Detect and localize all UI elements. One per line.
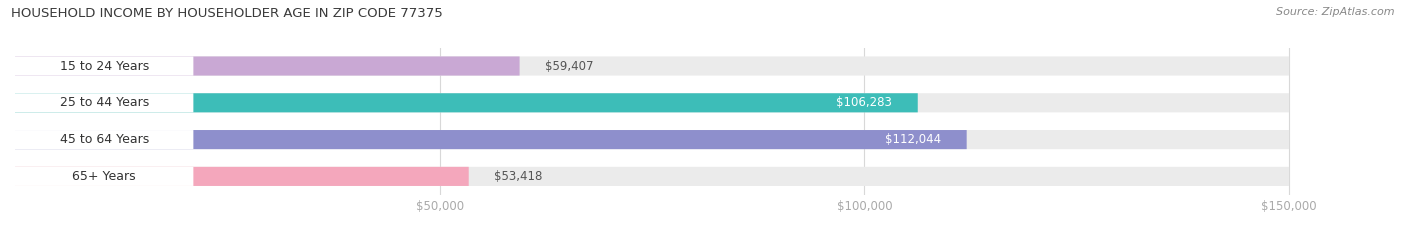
- FancyBboxPatch shape: [15, 167, 468, 186]
- FancyBboxPatch shape: [15, 130, 1289, 149]
- Text: 25 to 44 Years: 25 to 44 Years: [59, 96, 149, 109]
- Text: $112,044: $112,044: [884, 133, 941, 146]
- Text: 65+ Years: 65+ Years: [72, 170, 136, 183]
- FancyBboxPatch shape: [15, 56, 194, 75]
- Text: $106,283: $106,283: [837, 96, 893, 109]
- FancyBboxPatch shape: [15, 93, 1289, 112]
- FancyBboxPatch shape: [15, 56, 520, 75]
- FancyBboxPatch shape: [15, 167, 194, 186]
- FancyBboxPatch shape: [15, 130, 194, 149]
- FancyBboxPatch shape: [15, 93, 918, 112]
- Text: $53,418: $53,418: [494, 170, 543, 183]
- Text: HOUSEHOLD INCOME BY HOUSEHOLDER AGE IN ZIP CODE 77375: HOUSEHOLD INCOME BY HOUSEHOLDER AGE IN Z…: [11, 7, 443, 20]
- Text: $59,407: $59,407: [546, 59, 593, 72]
- FancyBboxPatch shape: [15, 130, 967, 149]
- Text: 15 to 24 Years: 15 to 24 Years: [59, 59, 149, 72]
- FancyBboxPatch shape: [15, 93, 194, 112]
- FancyBboxPatch shape: [15, 56, 1289, 75]
- Text: Source: ZipAtlas.com: Source: ZipAtlas.com: [1277, 7, 1395, 17]
- FancyBboxPatch shape: [15, 167, 1289, 186]
- Text: 45 to 64 Years: 45 to 64 Years: [59, 133, 149, 146]
